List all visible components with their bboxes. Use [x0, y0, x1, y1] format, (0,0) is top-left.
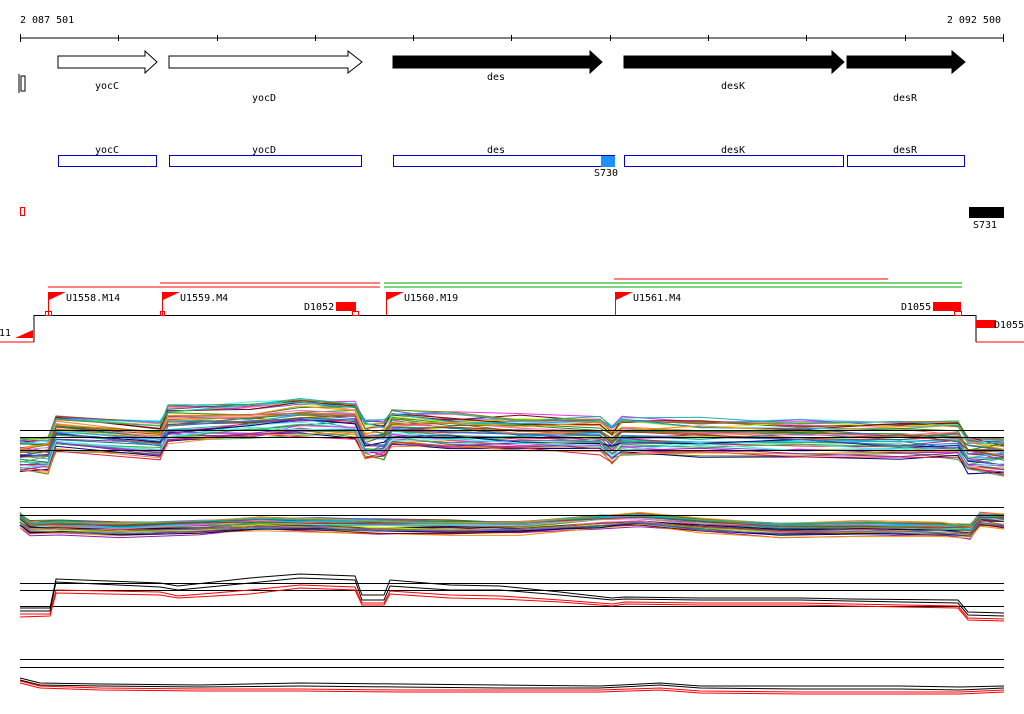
- feature-S731[interactable]: S731: [969, 207, 1004, 231]
- annotation-yocD[interactable]: yocD: [169, 145, 362, 167]
- feature-S730[interactable]: S730: [594, 156, 618, 179]
- gene-yocC[interactable]: yocC: [57, 49, 158, 92]
- gene-label: des: [487, 72, 505, 83]
- marker-D1055-a[interactable]: D1055: [901, 302, 962, 316]
- gene-label: desK: [721, 81, 745, 92]
- ruler-ticks: [20, 34, 1004, 42]
- expression-profile-line: [19, 521, 1005, 537]
- expression-profile-line: [19, 429, 1005, 471]
- track-edge-marker: [20, 207, 25, 216]
- marker-U1558[interactable]: U1558.M14: [45, 292, 121, 316]
- gene-label: yocD: [252, 93, 276, 104]
- expression-profile-line: [19, 415, 1005, 458]
- expression-profile-line: [19, 512, 1005, 526]
- expression-panel-3: [19, 573, 1005, 622]
- expression-profile-line: [19, 401, 1005, 447]
- annotation-desK[interactable]: desK: [624, 145, 844, 167]
- annotation-label: desR: [893, 145, 918, 156]
- expression-series: [19, 573, 1005, 622]
- reference-lines: [20, 659, 1004, 668]
- feature-track: S731: [20, 207, 1004, 231]
- annotation-label: des: [487, 145, 505, 156]
- transcript-track: U1558.M14 U1559.M4 U1560.M19 U1561.M4 D1…: [0, 278, 1024, 343]
- marker-label: D1055: [994, 320, 1024, 331]
- gene-yocD[interactable]: yocD: [168, 49, 363, 104]
- expression-profile-line: [19, 524, 1005, 539]
- annotation-label: yocC: [95, 145, 119, 156]
- expression-panel-4: [19, 659, 1005, 695]
- end-coordinate-label: 2 092 500: [947, 15, 1001, 26]
- marker-D1052[interactable]: D1052: [304, 302, 359, 316]
- annotation-track: yocC yocD des desK desR S730: [58, 145, 965, 179]
- expression-profile-line: [19, 521, 1005, 537]
- gene-track: yocC yocD des desK desR: [18, 49, 966, 104]
- gene-label: desR: [893, 93, 918, 104]
- marker-U1561[interactable]: U1561.M4: [615, 292, 682, 315]
- annotation-yocC[interactable]: yocC: [58, 145, 157, 167]
- marker-label: U1560.M19: [404, 293, 458, 304]
- expression-profile-line: [19, 405, 1005, 450]
- feature-label: S730: [594, 168, 618, 179]
- expression-profile-line: [19, 511, 1005, 527]
- expression-series: [19, 511, 1005, 540]
- marker-label: D1052: [304, 302, 334, 313]
- marker-U1560[interactable]: U1560.M19: [386, 292, 459, 315]
- marker-M11[interactable]: M11: [0, 328, 33, 339]
- annotation-des[interactable]: des: [393, 145, 615, 167]
- gene-desR[interactable]: desR: [846, 49, 966, 104]
- feature-label: S731: [973, 220, 997, 231]
- expression-profile-line: [19, 409, 1005, 457]
- start-coordinate-label: 2 087 501: [20, 15, 74, 26]
- marker-label: M11: [0, 328, 11, 339]
- marker-label: U1559.M4: [180, 293, 228, 304]
- reference-lines: [20, 430, 1004, 451]
- reference-lines: [20, 507, 1004, 516]
- track-edge-marker: [20, 75, 26, 92]
- marker-D1055-b[interactable]: D1055: [976, 320, 1024, 331]
- marker-label: U1561.M4: [633, 293, 681, 304]
- expression-series: [19, 677, 1005, 695]
- gene-label: yocC: [95, 81, 119, 92]
- marker-U1559[interactable]: U1559.M4: [160, 292, 229, 316]
- gene-des[interactable]: des: [392, 49, 603, 83]
- expression-profile-line: [19, 519, 1005, 535]
- expression-panel-1: [19, 397, 1005, 477]
- coordinate-ruler: 2 087 501 2 092 500: [20, 15, 1004, 42]
- expression-profile-line: [19, 426, 1005, 469]
- expression-panel-2: [19, 507, 1005, 540]
- annotation-label: desK: [721, 145, 745, 156]
- annotation-label: yocD: [252, 145, 276, 156]
- expression-profile-line: [19, 397, 1005, 442]
- marker-label: U1558.M14: [66, 293, 120, 304]
- marker-label: D1055: [901, 302, 931, 313]
- annotation-desR[interactable]: desR: [847, 145, 965, 167]
- gene-desK[interactable]: desK: [623, 49, 845, 92]
